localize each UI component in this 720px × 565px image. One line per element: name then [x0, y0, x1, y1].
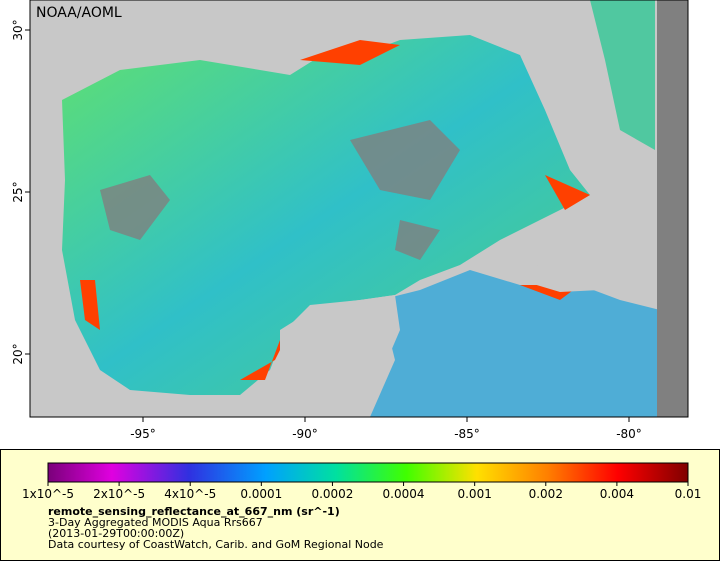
- colorbar-label: 1x10^-5: [22, 487, 74, 501]
- lat-label: 25°: [11, 181, 25, 202]
- atlantic-water: [590, 0, 655, 150]
- legend-variable: remote_sensing_reflectance_at_667_nm (sr…: [48, 505, 340, 518]
- gulf-water: [62, 35, 590, 395]
- colorbar-label: 0.004: [600, 487, 634, 501]
- legend-source: Data courtesy of CoastWatch, Carib. and …: [48, 538, 384, 551]
- credit: NOAA/AOML: [36, 5, 122, 21]
- caribbean-water: [370, 270, 660, 417]
- lat-label: 20°: [11, 343, 25, 364]
- lon-label: -80°: [616, 427, 642, 441]
- lon-label: -85°: [454, 427, 480, 441]
- cuba: [480, 258, 600, 292]
- legend-dataset: 3-Day Aggregated MODIS Aqua Rrs667: [48, 516, 263, 529]
- legend-time: (2013-01-29T00:00:00Z): [48, 527, 184, 540]
- lat-label: 30°: [11, 19, 25, 40]
- colorbar-label: 0.0004: [383, 487, 425, 501]
- colorbar-label: 0.0002: [311, 487, 353, 501]
- yucatan: [280, 295, 400, 417]
- no-data: [100, 120, 460, 260]
- colorbar: [47, 462, 689, 483]
- lon-label: -95°: [130, 427, 156, 441]
- map-border: [29, 0, 689, 418]
- colorbar-label: 0.01: [675, 487, 702, 501]
- colorbar-label: 0.002: [529, 487, 563, 501]
- colorbar-label: 2x10^-5: [93, 487, 145, 501]
- colorbar-label: 0.0001: [240, 487, 282, 501]
- no-data-strip: [657, 0, 688, 417]
- colorbar-label: 4x10^-5: [164, 487, 216, 501]
- lon-label: -90°: [292, 427, 318, 441]
- map: NOAA/AOML: [29, 0, 689, 418]
- colorbar-label: 0.001: [457, 487, 491, 501]
